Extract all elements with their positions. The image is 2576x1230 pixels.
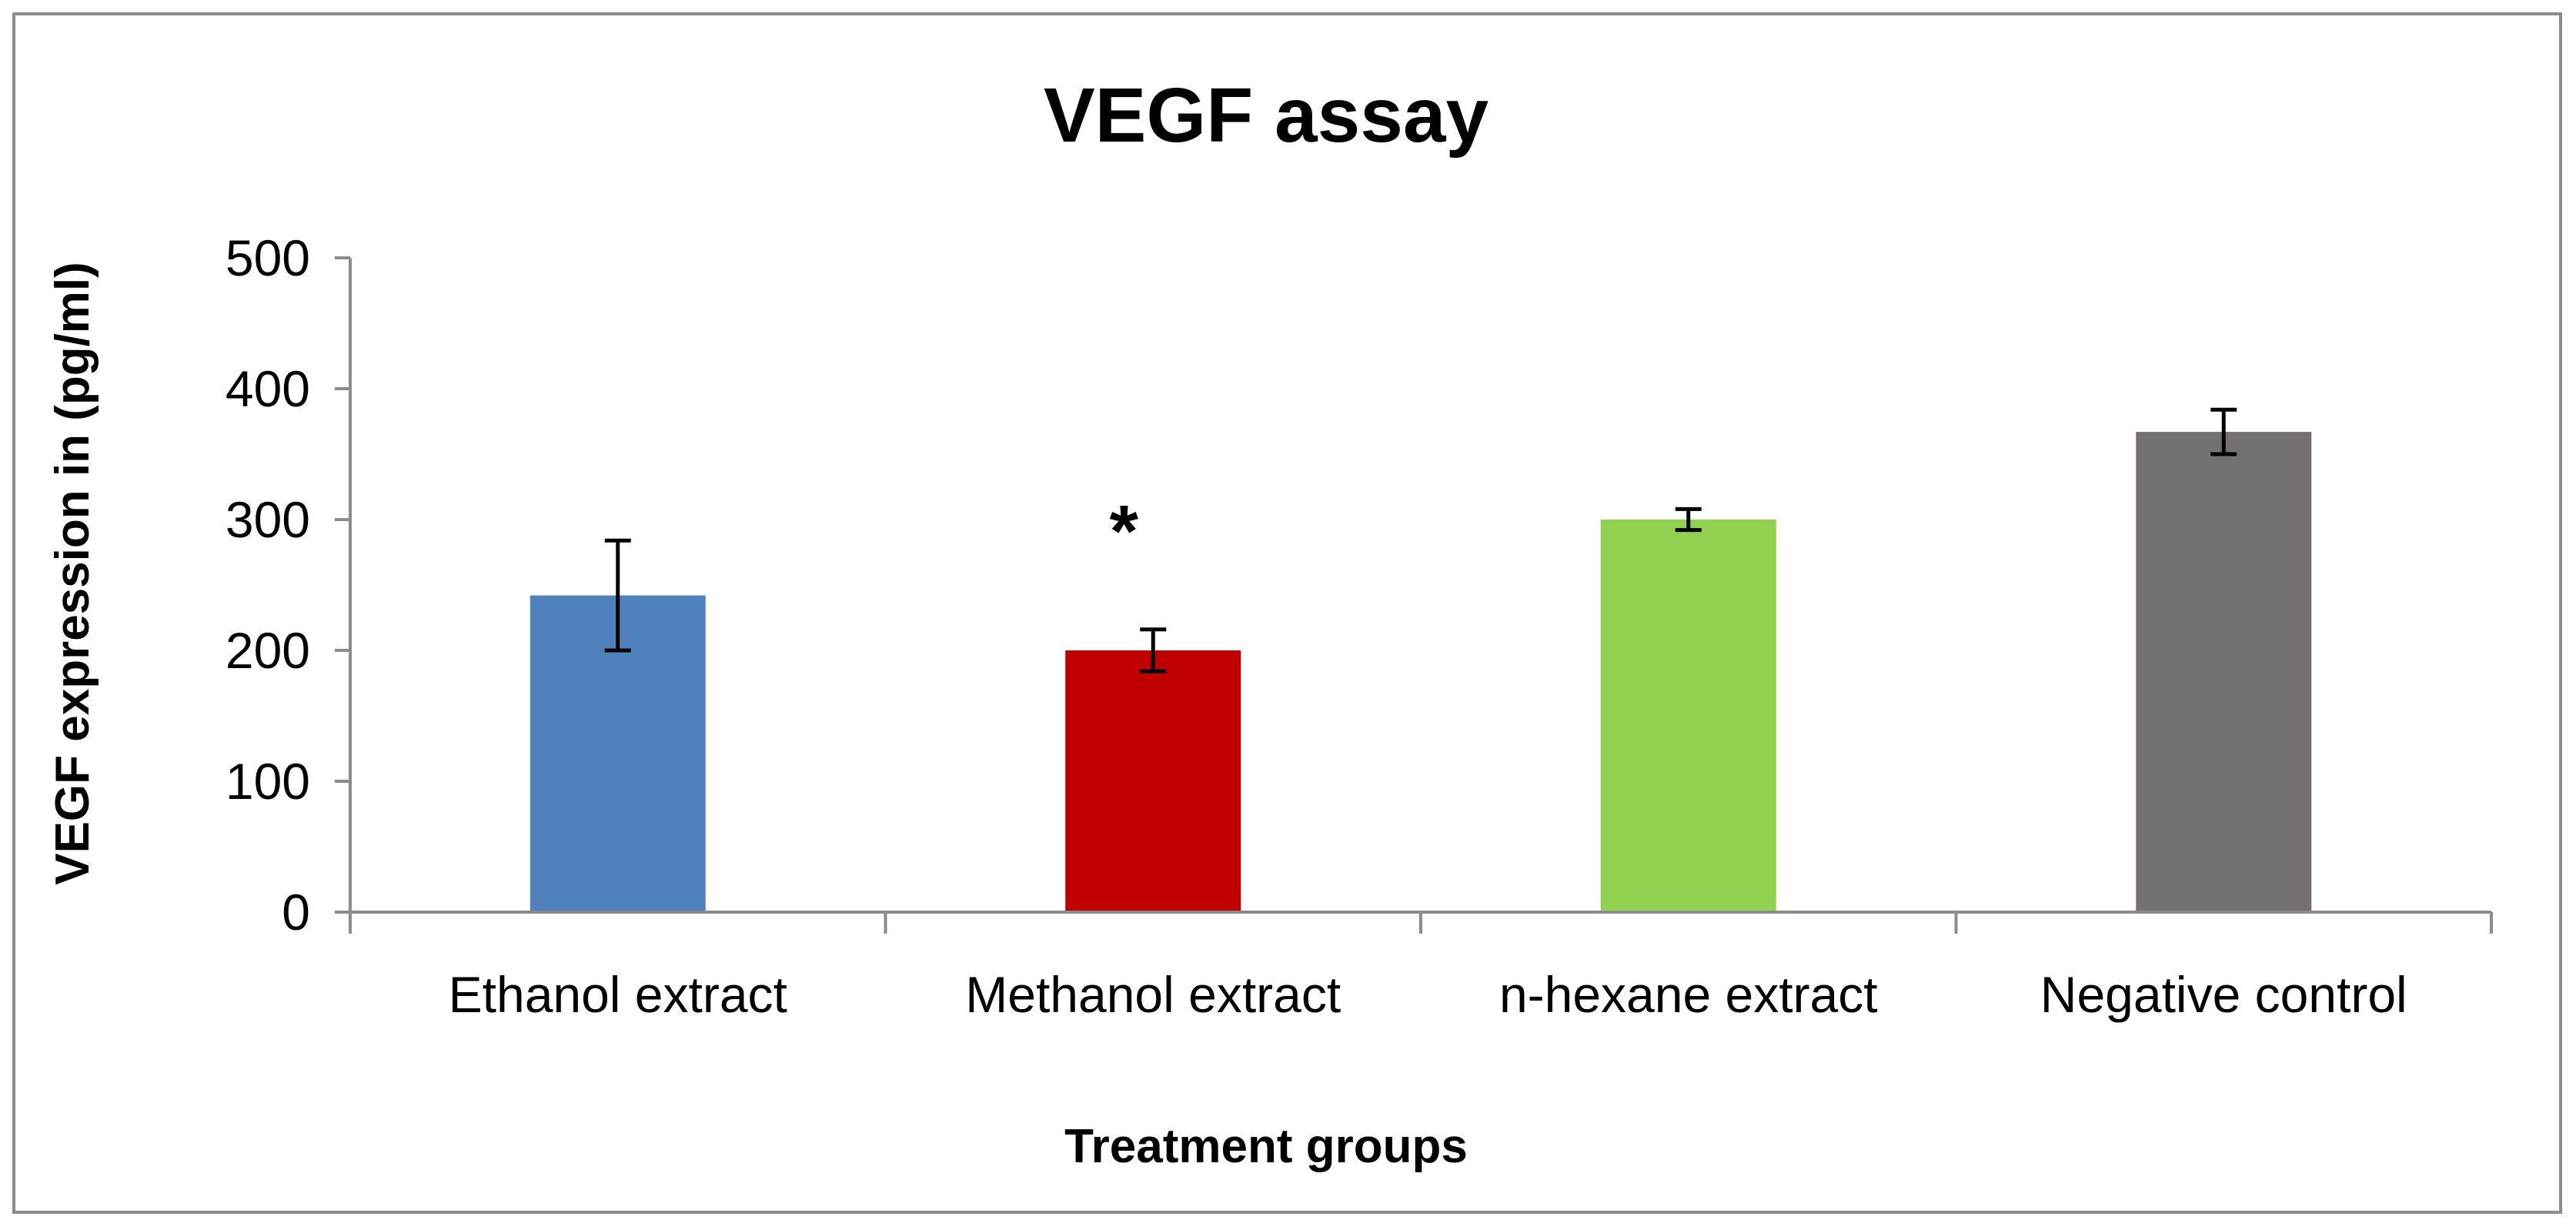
y-tick-label: 100 [226, 753, 310, 810]
bar-n-hexane-extract [1600, 520, 1776, 912]
error-bar [1140, 627, 1167, 673]
error-bar [604, 538, 631, 653]
annotations-group: * [1110, 490, 1139, 573]
x-axis-label: Treatment groups [1064, 1120, 1468, 1173]
bar-methanol-extract [1065, 650, 1241, 912]
x-axis-ticks: Ethanol extract Methanol extract n-hexane … [349, 912, 2493, 1023]
error-bar [1675, 506, 1702, 533]
chart-title: VEGF assay [1044, 72, 1489, 159]
y-tick-label: 300 [226, 491, 310, 548]
x-category-label: Negative control [2040, 966, 2407, 1023]
x-category-label: Methanol extract [965, 966, 1341, 1023]
y-axis-ticks: 0 100 200 300 400 500 [226, 229, 350, 941]
y-tick-label: 500 [226, 229, 310, 286]
bars-group [530, 432, 2312, 912]
x-category-label: n-hexane extract [1499, 966, 1878, 1023]
y-tick-label: 0 [282, 884, 310, 941]
x-category-label: Ethanol extract [449, 966, 787, 1023]
error-bar [2210, 407, 2237, 456]
error-bars-group [604, 407, 2237, 673]
y-tick-label: 400 [226, 360, 310, 417]
y-axis-label: VEGF expression in (pg/ml) [46, 262, 99, 885]
significance-marker: * [1110, 490, 1139, 573]
bar-negative-control [2136, 432, 2312, 912]
y-tick-label: 200 [226, 622, 310, 679]
